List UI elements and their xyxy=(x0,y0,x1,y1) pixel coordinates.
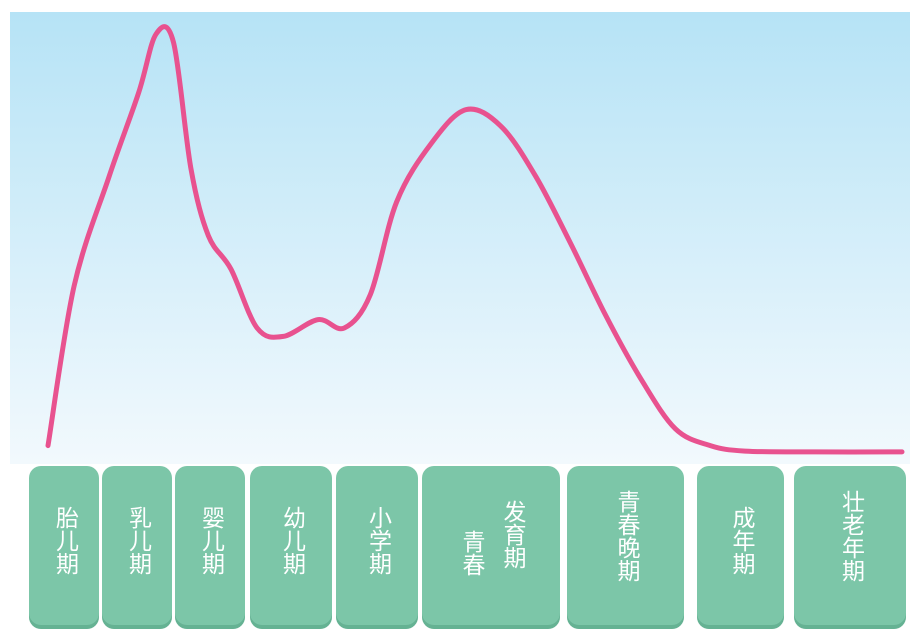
growth-velocity-line xyxy=(45,24,905,455)
stage-box-infant: 婴儿期 xyxy=(175,466,245,629)
stage-label-puberty-2: 青春 xyxy=(458,530,484,576)
stage-label-toddler: 幼儿期 xyxy=(278,506,305,575)
stage-box-neonatal: 乳儿期 xyxy=(102,466,172,629)
stage-label-neonatal: 乳儿期 xyxy=(124,506,151,575)
stage-box-late-adolescence: 青春晚期 xyxy=(567,466,684,629)
stage-box-elderly: 壮老年期 xyxy=(794,466,906,629)
stage-box-puberty: 发育期 青春 xyxy=(422,466,560,629)
stage-label-fetal: 胎儿期 xyxy=(51,506,78,575)
stage-box-primary-school: 小学期 xyxy=(336,466,418,629)
stage-label-elderly: 壮老年期 xyxy=(837,490,864,582)
stage-box-fetal: 胎儿期 xyxy=(29,466,99,629)
plot-background xyxy=(10,12,910,464)
stage-label-adult: 成年期 xyxy=(728,506,754,575)
stage-label-late-adolescence: 青春晚期 xyxy=(613,490,639,582)
stage-box-toddler: 幼儿期 xyxy=(250,466,332,629)
stage-label-infant: 婴儿期 xyxy=(197,506,224,575)
stage-label-puberty-1: 发育期 xyxy=(499,500,525,569)
stage-label-primary-school: 小学期 xyxy=(364,506,391,575)
stage-box-adult: 成年期 xyxy=(697,466,784,629)
